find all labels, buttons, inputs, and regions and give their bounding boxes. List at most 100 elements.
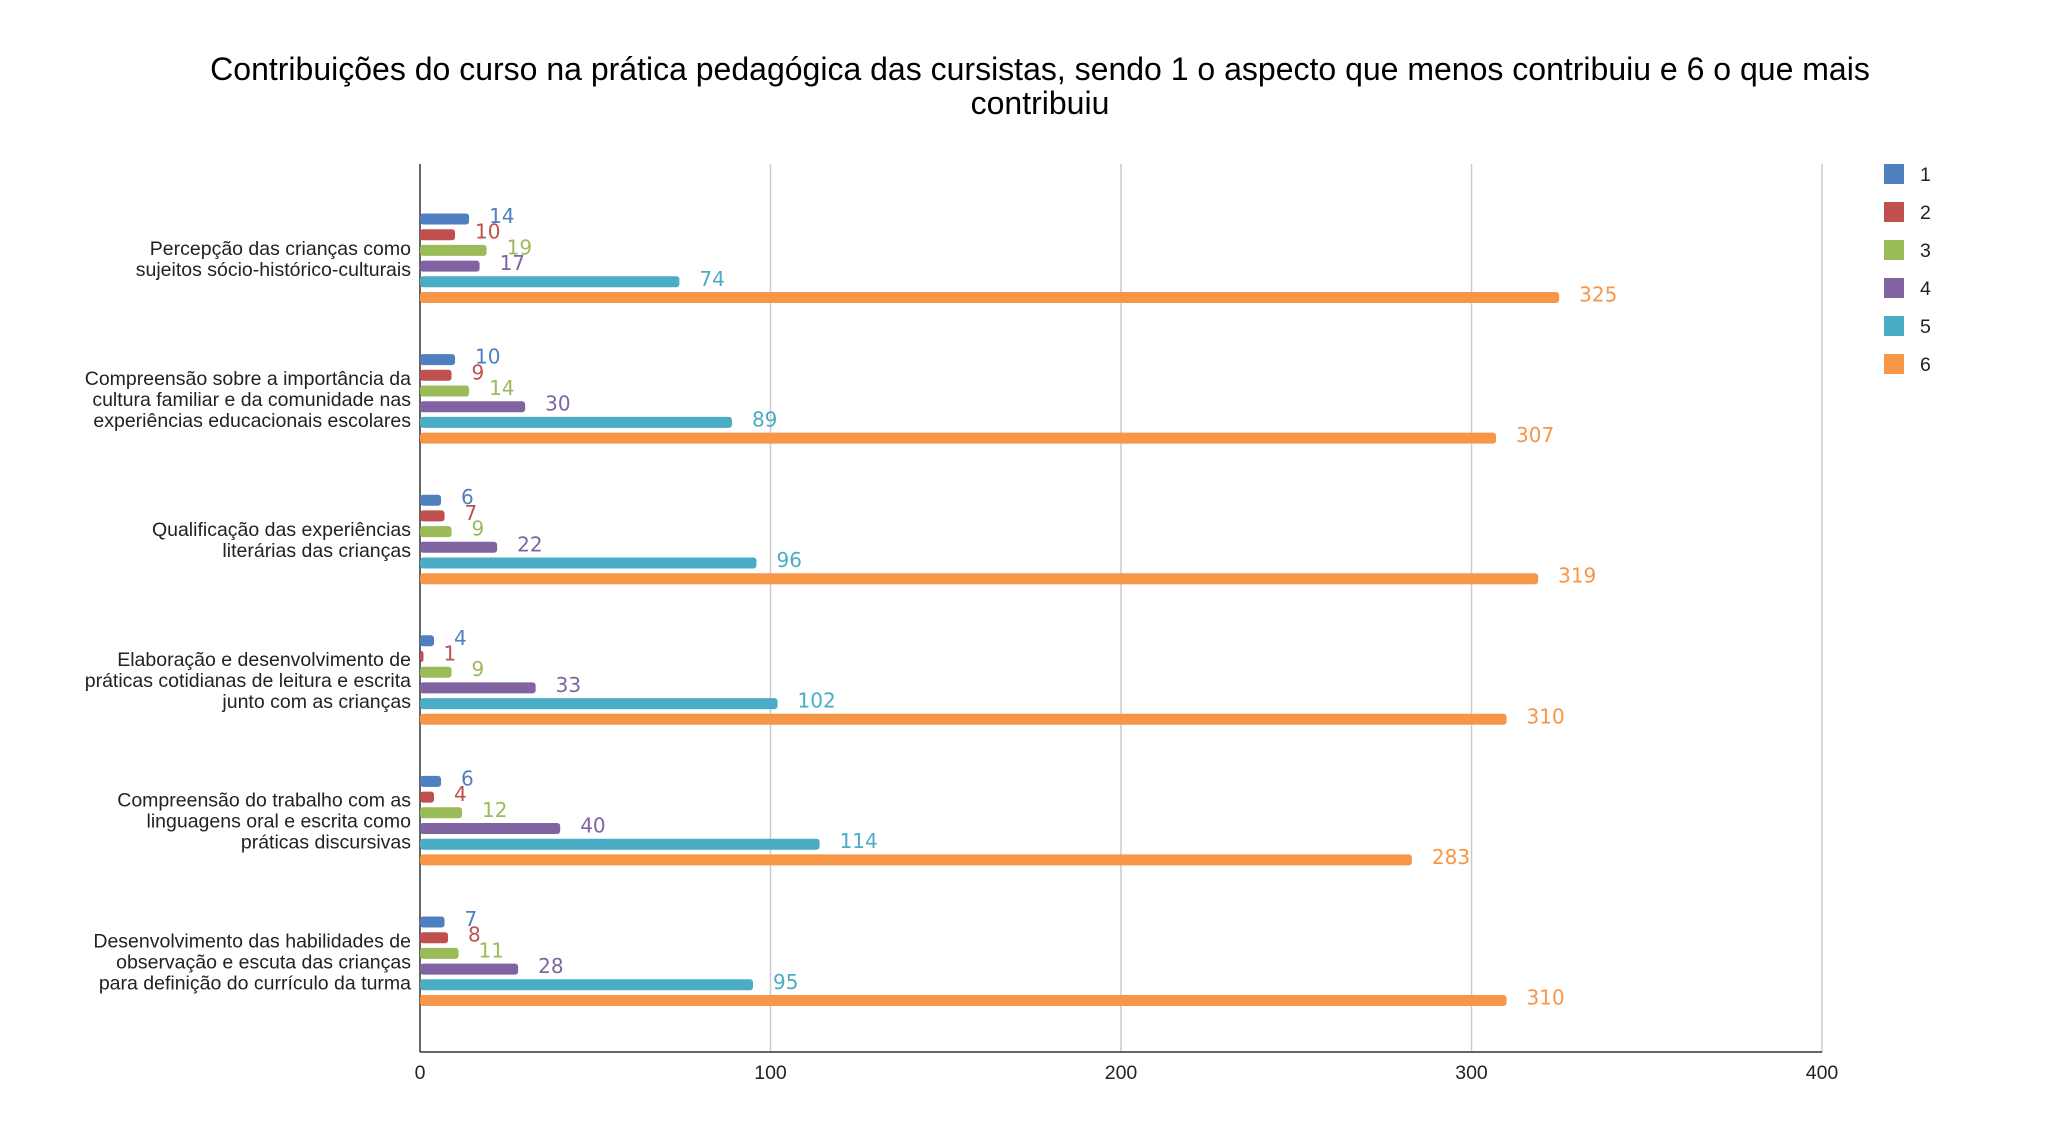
data-label-series-1: 4	[454, 626, 467, 650]
bar-series-4	[420, 260, 480, 272]
legend-swatch-5	[1884, 316, 1904, 336]
data-label-series-6: 325	[1579, 283, 1617, 307]
data-label-series-3: 9	[472, 657, 485, 681]
data-label-series-5: 74	[699, 267, 724, 291]
data-label-series-2: 8	[468, 923, 481, 947]
category-label: Percepção das crianças como	[150, 238, 411, 260]
data-label-series-1: 6	[461, 766, 474, 790]
data-label-series-4: 40	[580, 814, 605, 838]
data-label-series-6: 307	[1516, 423, 1554, 447]
bar-series-5	[420, 416, 732, 428]
legend-label-3: 3	[1920, 240, 1931, 262]
data-label-series-2: 10	[475, 220, 500, 244]
bar-series-5	[420, 838, 820, 850]
bar-series-2	[420, 510, 445, 522]
bar-series-3	[420, 526, 452, 538]
category-label: junto com as crianças	[221, 691, 411, 713]
data-label-series-2: 7	[465, 501, 478, 525]
bar-series-5	[420, 557, 757, 569]
bar-series-4	[420, 823, 561, 834]
x-tick-label: 400	[1806, 1062, 1839, 1084]
data-label-series-1: 6	[461, 485, 474, 509]
bar-series-3	[420, 807, 463, 819]
data-label-series-6: 283	[1432, 845, 1470, 869]
chart-title-line-1: Contribuições do curso na prática pedagó…	[210, 51, 1870, 87]
data-label-series-3: 19	[507, 235, 532, 259]
category-label: sujeitos sócio-histórico-culturais	[136, 259, 412, 281]
data-label-series-1: 7	[465, 907, 478, 931]
category-label: cultura familiar e da comunidade nas	[92, 389, 411, 411]
x-tick-label: 0	[415, 1062, 426, 1084]
data-label-series-3: 14	[489, 376, 514, 400]
legend-swatch-2	[1884, 202, 1904, 222]
data-label-series-4: 33	[556, 673, 581, 697]
data-label-series-2: 1	[444, 642, 457, 666]
bar-series-5	[420, 276, 680, 288]
bar-series-3	[420, 666, 452, 678]
bar-series-4	[420, 401, 526, 413]
bar-series-2	[420, 229, 456, 241]
data-label-series-3: 12	[482, 798, 507, 822]
chart-title-line-2: contribuiu	[970, 85, 1110, 121]
bar-series-2	[420, 651, 424, 662]
bar-series-1	[420, 775, 442, 787]
legend-swatch-4	[1884, 278, 1904, 298]
data-label-series-5: 95	[773, 970, 798, 994]
data-label-series-5: 114	[840, 829, 878, 853]
data-label-series-6: 310	[1527, 704, 1565, 728]
data-label-series-1: 14	[489, 204, 514, 228]
category-label: para definição do currículo da turma	[99, 972, 411, 994]
bar-series-1	[420, 354, 456, 366]
category-label: linguagens oral e escrita como	[147, 811, 412, 833]
legend-swatch-1	[1884, 164, 1904, 184]
bar-series-6	[420, 432, 1497, 444]
bar-series-4	[420, 963, 519, 975]
bar-series-6	[420, 854, 1412, 866]
bar-series-6	[420, 292, 1560, 303]
bar-series-6	[420, 573, 1539, 585]
legend-label-1: 1	[1920, 164, 1931, 186]
data-label-series-4: 17	[500, 251, 525, 275]
bar-series-6	[420, 713, 1507, 725]
legend-label-5: 5	[1920, 316, 1931, 338]
legend-swatch-6	[1884, 354, 1904, 374]
data-label-series-5: 96	[776, 548, 801, 572]
data-label-series-2: 9	[472, 360, 485, 384]
x-tick-label: 100	[754, 1062, 787, 1084]
data-label-series-4: 30	[545, 392, 570, 416]
category-label: Elaboração e desenvolvimento de	[117, 649, 411, 671]
bar-series-3	[420, 244, 487, 256]
data-label-series-4: 28	[538, 954, 563, 978]
data-label-series-2: 4	[454, 782, 467, 806]
bar-series-4	[420, 541, 498, 553]
category-label: literárias das crianças	[222, 540, 411, 562]
legend-swatch-3	[1884, 240, 1904, 260]
category-label: práticas cotidianas de leitura e escrita	[85, 670, 411, 692]
category-label: Compreensão do trabalho com as	[117, 790, 411, 812]
bar-series-2	[420, 369, 452, 381]
category-label: práticas discursivas	[241, 832, 411, 854]
data-label-series-6: 319	[1558, 564, 1596, 588]
data-label-series-5: 102	[798, 689, 836, 713]
legend-label-4: 4	[1920, 278, 1931, 300]
x-tick-label: 300	[1455, 1062, 1488, 1084]
bar-series-5	[420, 698, 778, 710]
bar-series-1	[420, 213, 470, 225]
bar-series-3	[420, 385, 470, 397]
data-label-series-5: 89	[752, 407, 777, 431]
bar-series-3	[420, 947, 459, 959]
category-label: observação e escuta das crianças	[116, 951, 411, 973]
category-label: experiências educacionais escolares	[93, 410, 411, 432]
category-label: Desenvolvimento das habilidades de	[93, 930, 411, 952]
x-tick-label: 200	[1105, 1062, 1138, 1084]
category-label: Qualificação das experiências	[152, 519, 411, 541]
legend-label-2: 2	[1920, 202, 1931, 224]
data-label-series-1: 10	[475, 345, 500, 369]
legend-label-6: 6	[1920, 354, 1931, 376]
bar-series-1	[420, 916, 445, 928]
bar-series-5	[420, 979, 753, 991]
data-label-series-6: 310	[1527, 986, 1565, 1010]
bar-series-1	[420, 494, 442, 506]
category-label: Compreensão sobre a importância da	[85, 368, 411, 390]
